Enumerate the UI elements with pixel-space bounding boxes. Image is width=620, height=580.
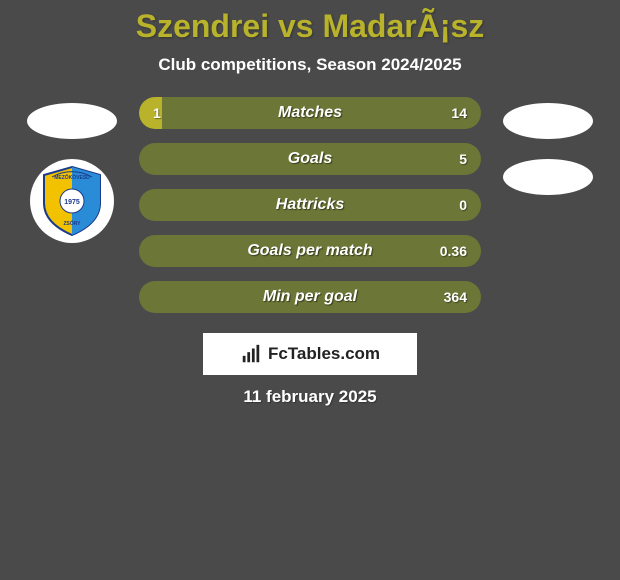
stat-bar-right-value: 14 [451, 105, 467, 121]
stat-bar-label: Min per goal [263, 288, 357, 306]
date-text: 11 february 2025 [0, 387, 620, 407]
svg-text:1975: 1975 [64, 199, 80, 206]
right-club-placeholder [503, 159, 593, 195]
body-area: MEZŐKÖVESD ZSÓRY 1975 Matches 1 14 Goals 5 Ha… [0, 97, 620, 313]
stat-bar-label: Goals [288, 150, 332, 168]
stat-bar-label: Matches [278, 104, 342, 122]
brand-text: FcTables.com [268, 344, 380, 364]
stat-bar-right-value: 0 [459, 197, 467, 213]
bar-chart-icon [240, 343, 262, 365]
infographic-container: Szendrei vs MadarÃ¡sz Club competitions,… [0, 0, 620, 580]
stat-bar-label: Goals per match [247, 242, 372, 260]
right-player-column [493, 97, 603, 195]
svg-text:MEZŐKÖVESD: MEZŐKÖVESD [54, 174, 90, 181]
stat-bar: Matches 1 14 [139, 97, 481, 129]
right-player-avatar [503, 103, 593, 139]
stat-bar-right-value: 5 [459, 151, 467, 167]
stat-bar-right-value: 0.36 [440, 243, 467, 259]
stat-bar: Min per goal 364 [139, 281, 481, 313]
stat-bar-label: Hattricks [276, 196, 344, 214]
page-title: Szendrei vs MadarÃ¡sz [0, 8, 620, 45]
stat-bar-left-value: 1 [153, 105, 161, 121]
stat-bar-right-value: 364 [444, 289, 467, 305]
stat-bar: Goals per match 0.36 [139, 235, 481, 267]
stat-bars: Matches 1 14 Goals 5 Hattricks 0 Goals per matc… [139, 97, 481, 313]
brand-box: FcTables.com [203, 333, 417, 375]
left-player-column: MEZŐKÖVESD ZSÓRY 1975 [17, 97, 127, 243]
svg-text:ZSÓRY: ZSÓRY [63, 219, 81, 227]
left-player-avatar [27, 103, 117, 139]
stat-bar: Goals 5 [139, 143, 481, 175]
subtitle: Club competitions, Season 2024/2025 [0, 55, 620, 75]
stat-bar: Hattricks 0 [139, 189, 481, 221]
left-club-badge: MEZŐKÖVESD ZSÓRY 1975 [30, 159, 114, 243]
shield-icon: MEZŐKÖVESD ZSÓRY 1975 [40, 165, 104, 237]
